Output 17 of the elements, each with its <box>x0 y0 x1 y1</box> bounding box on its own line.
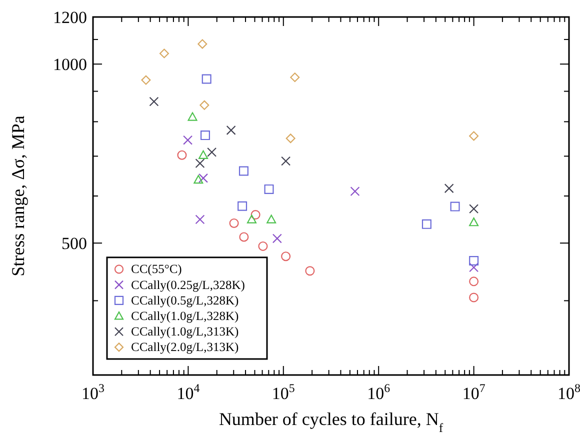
legend-label: CCally(1.0g/L,328K) <box>131 309 239 323</box>
legend-label: CCally(0.5g/L,328K) <box>131 293 239 308</box>
x-tick-label: 10$^{7}$ <box>462 381 486 403</box>
x-tick-label: 10$^{5}$ <box>272 381 295 403</box>
x-tick-label: 10$^{8}$ <box>558 381 580 403</box>
y-tick-label: 1000 <box>53 54 87 74</box>
y-tick-label: 1200 <box>53 8 87 26</box>
legend-label: CCally(0.25g/L,328K) <box>131 278 245 292</box>
x-axis-title: Number of cycles to failure, N$_{f}$ <box>218 409 444 435</box>
x-tick-label: 10$^{3}$ <box>82 381 105 403</box>
x-tick-label: 10$^{4}$ <box>176 381 200 403</box>
y-tick-label: 500 <box>62 234 87 253</box>
legend-label: CCally(1.0g/L,313K) <box>131 324 239 339</box>
x-tick-label: 10$^{6}$ <box>367 381 390 403</box>
y-axis-title: Stress range, Δσ, MPa <box>8 116 28 276</box>
legend-label: CC(55°C) <box>131 262 182 276</box>
legend-label: CCally(2.0g/L,313K) <box>131 340 239 354</box>
